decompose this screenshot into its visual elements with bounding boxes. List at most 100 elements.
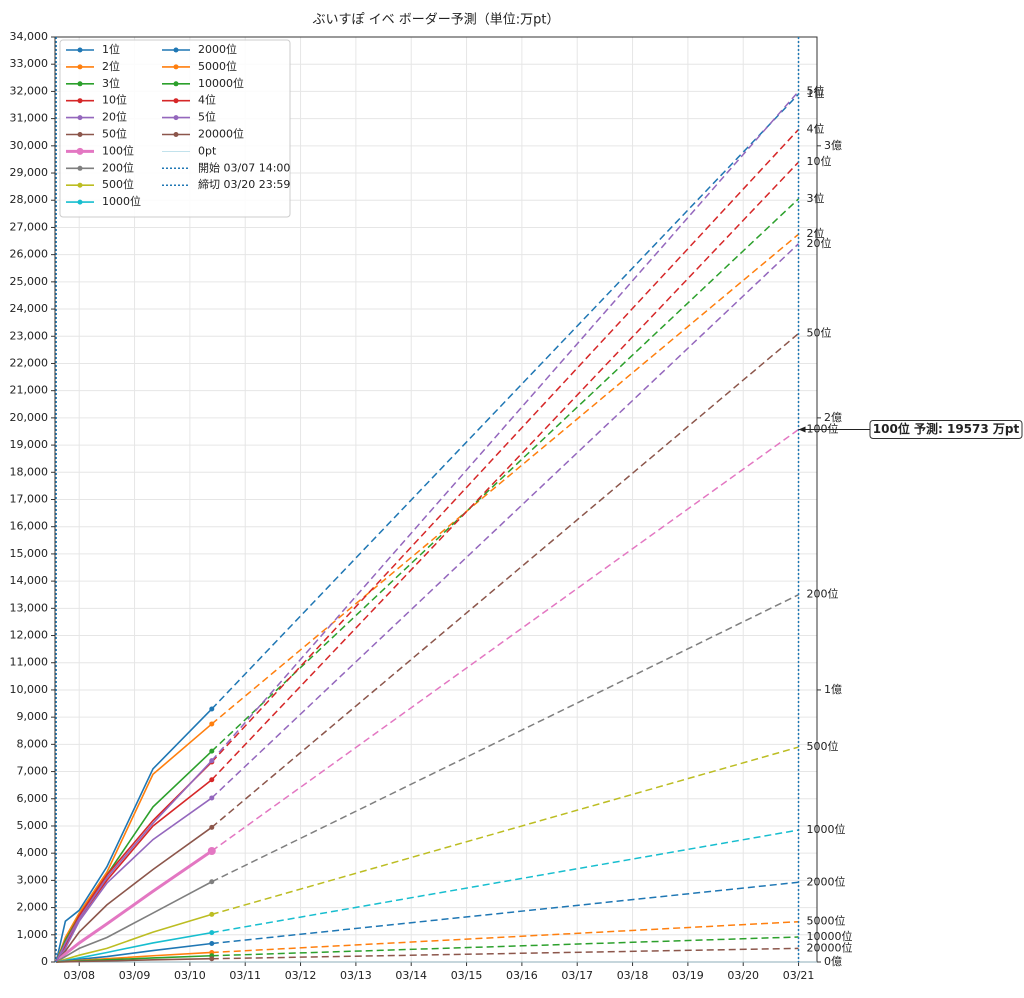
y-tick-label: 20,000: [10, 411, 49, 424]
end-label: 5000位: [807, 914, 846, 928]
annotation-arrowhead: [798, 426, 806, 433]
y-tick-label: 15,000: [10, 547, 49, 560]
point: [209, 777, 215, 783]
legend-marker: [77, 199, 83, 205]
y-tick-label: 26,000: [10, 248, 49, 261]
legend-marker: [77, 47, 83, 53]
y-tick-label: 10,000: [10, 683, 49, 696]
legend-label: 200位: [102, 160, 134, 174]
x-tick-label: 03/18: [617, 969, 649, 982]
forecast-line: [211, 233, 799, 725]
y2-tick-label: 3億: [824, 139, 842, 152]
series-line: [55, 723, 213, 963]
y-tick-label: 14,000: [10, 574, 49, 587]
x-tick-label: 03/11: [229, 969, 261, 982]
forecast-line: [211, 829, 799, 934]
point: [209, 706, 215, 712]
point: [209, 795, 215, 801]
legend-marker: [77, 115, 83, 121]
point: [209, 941, 215, 946]
end-label: 500位: [807, 739, 839, 753]
legend-marker: [173, 47, 179, 53]
x-tick-label: 03/12: [285, 969, 317, 982]
y-tick-label: 18,000: [10, 465, 49, 478]
forecast-line: [211, 93, 800, 710]
y-tick-label: 31,000: [10, 112, 49, 125]
y-tick-label: 7,000: [17, 765, 49, 778]
point: [209, 930, 215, 936]
x-tick-label: 03/10: [174, 969, 206, 982]
series-line: [55, 826, 213, 963]
end-label: 4位: [807, 122, 825, 136]
point: [207, 847, 216, 855]
end-label: 50位: [807, 326, 832, 340]
legend-marker: [77, 64, 83, 70]
y-tick-label: 28,000: [10, 193, 49, 206]
point: [209, 721, 215, 727]
forecast-line: [211, 920, 799, 954]
legend-label: 締切 03/20 23:59: [198, 177, 290, 191]
y-tick-label: 5,000: [17, 819, 49, 832]
y-tick-label: 9,000: [17, 710, 49, 723]
annotation: 100位 予測: 19573 万pt: [873, 421, 1020, 436]
y-tick-label: 2,000: [17, 901, 49, 914]
legend-label: 50位: [102, 127, 127, 141]
forecast-line: [211, 90, 800, 762]
end-label: 1000位: [807, 822, 846, 836]
end-label: 200位: [807, 587, 839, 601]
y-tick-label: 30,000: [10, 139, 49, 152]
y-tick-label: 1,000: [17, 928, 49, 941]
forecast-line: [211, 243, 800, 799]
forecast-line: [211, 947, 799, 960]
end-label: 1位: [807, 86, 825, 100]
series-line: [55, 881, 213, 963]
legend-marker: [173, 98, 179, 104]
legend-box: [59, 39, 291, 218]
legend-label: 20位: [102, 110, 127, 124]
y-tick-label: 12,000: [10, 629, 49, 642]
end-label: 20位: [807, 236, 832, 250]
legend-label: 3位: [102, 76, 120, 90]
forecast-line: [211, 594, 799, 883]
x-tick-label: 03/09: [119, 969, 151, 982]
legend-marker: [173, 64, 179, 70]
legend-label: 2000位: [198, 42, 237, 56]
y-tick-label: 23,000: [10, 329, 49, 342]
point: [209, 879, 215, 885]
x-tick-label: 03/15: [451, 969, 483, 982]
legend-marker: [173, 81, 179, 87]
series-line: [55, 708, 213, 963]
y-tick-label: 0: [41, 955, 48, 968]
legend-marker: [77, 81, 83, 87]
legend-label: 20000位: [198, 127, 244, 141]
end-label: 3位: [807, 191, 825, 205]
point: [209, 911, 215, 917]
y2-tick-label: 2億: [824, 411, 842, 424]
point: [209, 748, 215, 754]
y-tick-label: 8,000: [17, 737, 49, 750]
legend-label: 4位: [198, 93, 216, 107]
x-tick-label: 03/14: [395, 969, 427, 982]
legend-label: 1位: [102, 42, 120, 56]
end-label: 2位: [807, 226, 825, 240]
legend-marker: [173, 115, 179, 121]
series-line: [55, 913, 213, 963]
y2-tick-label: 0億: [824, 955, 842, 968]
end-label: 10000位: [807, 929, 853, 943]
legend-label: 500位: [102, 177, 134, 191]
end-label: 10位: [807, 154, 832, 168]
annotation-box: [869, 419, 1023, 439]
y2-tick-label: 1億: [824, 683, 842, 696]
point: [209, 758, 215, 764]
y-tick-label: 6,000: [17, 792, 49, 805]
legend-marker: [76, 147, 84, 155]
legend-label: 0pt: [198, 144, 217, 157]
end-label: 20000位: [807, 940, 853, 954]
y-tick-label: 19,000: [10, 438, 49, 451]
y-tick-label: 17,000: [10, 493, 49, 506]
y-tick-label: 24,000: [10, 302, 49, 315]
legend-marker: [173, 132, 179, 137]
legend-marker: [77, 165, 83, 171]
end-label: 100位: [807, 421, 839, 435]
